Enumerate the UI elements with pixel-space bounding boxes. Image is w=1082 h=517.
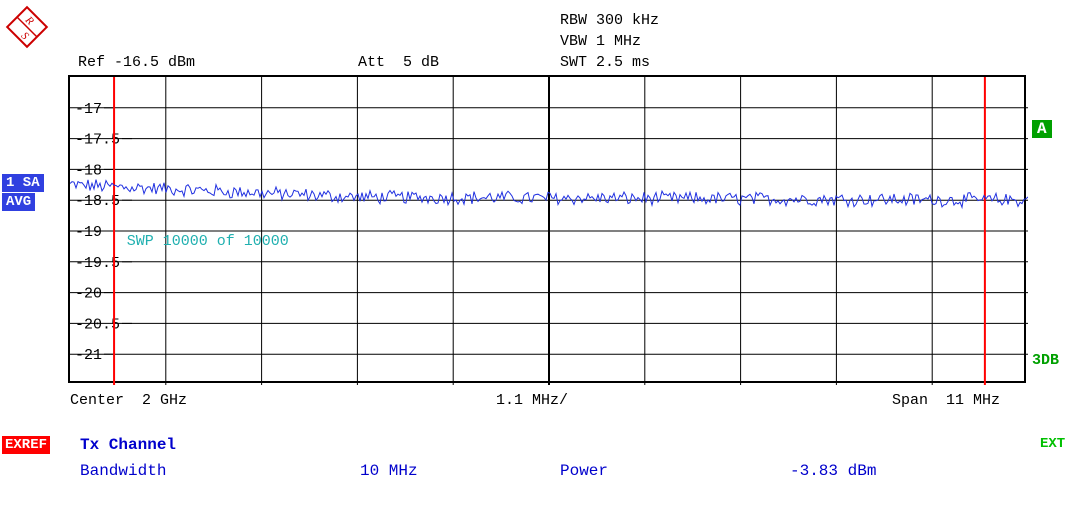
vbw-label: VBW 1 MHz [560,33,641,50]
svg-text:-19: -19 [75,224,102,241]
power-label: Power [560,462,608,480]
svg-text:SWP 10000 of 10000: SWP 10000 of 10000 [127,233,289,250]
avg-badge: AVG [2,193,35,211]
trace-mode-badge: 1 SA [2,174,44,192]
bandwidth-label: Bandwidth [80,462,166,480]
power-value: -3.83 dBm [790,462,876,480]
marker-A-badge: A [1032,120,1052,138]
ext-label: EXT [1040,436,1065,452]
svg-text:-17: -17 [75,101,102,118]
svg-text:-21: -21 [75,347,102,364]
rbw-label: RBW 300 kHz [560,12,659,29]
span-label: Span 11 MHz [892,392,1000,409]
center-freq-label: Center 2 GHz [70,392,187,409]
plot-svg: -17-17.5-18-18.5-19-19.5-20-20.5-21SWP 1… [70,77,1028,385]
svg-text:-18: -18 [75,162,102,179]
ref-label: Ref -16.5 dBm [78,54,195,71]
svg-text:-20: -20 [75,286,102,303]
att-label: Att 5 dB [358,54,439,71]
rs-logo-icon: R S [4,4,50,50]
tx-channel-heading: Tx Channel [80,436,176,454]
bandwidth-value: 10 MHz [360,462,418,480]
swt-label: SWT 2.5 ms [560,54,650,71]
exref-badge: EXREF [2,436,50,454]
threeDB-label: 3DB [1032,352,1059,369]
per-div-label: 1.1 MHz/ [496,392,568,409]
spectrum-plot: -17-17.5-18-18.5-19-19.5-20-20.5-21SWP 1… [68,75,1026,383]
